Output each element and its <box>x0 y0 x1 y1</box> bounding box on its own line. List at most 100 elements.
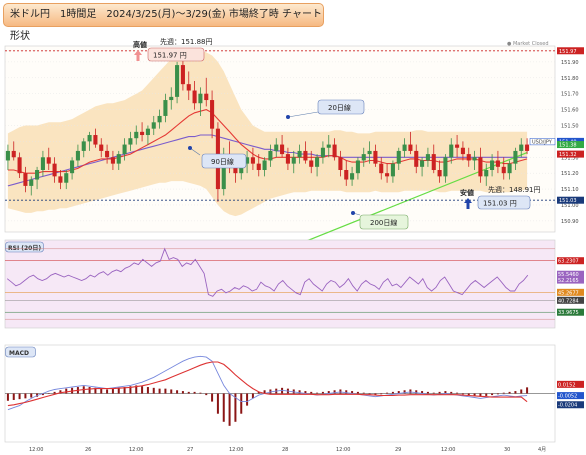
x-tick-label: 30 <box>504 447 510 453</box>
candle-body <box>431 154 436 170</box>
macd-histogram-bar <box>456 392 459 394</box>
candle-body <box>175 65 180 97</box>
candle-body <box>280 144 285 155</box>
macd-histogram-bar <box>298 390 301 394</box>
price-tag: 151.38 <box>559 143 577 149</box>
candle-body <box>210 100 215 129</box>
candle-body <box>367 150 372 155</box>
macd-histogram-bar <box>187 391 190 394</box>
candle-body <box>99 144 104 151</box>
candle-body <box>23 173 28 186</box>
ma20-dot <box>286 115 290 119</box>
rsi-tag: 52.2165 <box>558 278 579 284</box>
macd-histogram-bar <box>181 391 184 394</box>
rsi-tag-box <box>557 296 584 304</box>
candle-body <box>233 166 238 174</box>
up-arrow-icon <box>134 50 142 61</box>
candle-body <box>180 65 185 85</box>
macd-histogram-bar <box>403 390 406 394</box>
candle-body <box>315 157 320 167</box>
candle-body <box>163 100 168 116</box>
candle-body <box>122 144 127 155</box>
macd-histogram-bar <box>368 393 371 395</box>
macd-histogram-bar <box>362 392 365 394</box>
low-value: 151.03 円 <box>483 200 517 208</box>
candle-body <box>320 147 325 158</box>
candle-body <box>455 144 460 148</box>
candle-body <box>373 150 378 164</box>
candle-body <box>157 115 162 123</box>
time-axis: 12:00 26 12:00 27 12:00 28 12:00 29 12:00 30 4月 <box>29 447 546 453</box>
macd-tag-box <box>557 401 584 409</box>
ma90-line <box>7 134 528 187</box>
candle-body <box>385 173 390 177</box>
candle-body <box>484 170 489 177</box>
macd-histogram-bar <box>135 385 138 394</box>
ma200-label: 200日線 <box>370 218 397 227</box>
macd-histogram-bar <box>176 390 179 394</box>
ma20-box <box>317 99 365 115</box>
candle-body <box>52 163 57 177</box>
macd-histogram-bar <box>24 393 27 399</box>
candle-body <box>437 170 442 177</box>
candle-body <box>186 84 191 91</box>
candle-body <box>29 179 34 186</box>
macd-histogram-bar <box>158 388 161 394</box>
candle-body <box>268 150 273 161</box>
macd-histogram-bar <box>444 391 447 394</box>
macd-histogram-bar <box>129 386 132 394</box>
macd-histogram-bar <box>380 393 383 395</box>
macd-histogram-bar <box>520 389 523 394</box>
macd-histogram-bar <box>502 392 505 394</box>
x-tick-label: 28 <box>282 447 288 453</box>
candle-body <box>495 160 500 167</box>
y-tick-label: 151.20 <box>561 171 579 177</box>
macd-histogram-bar <box>426 391 429 394</box>
macd-tag: 0.0152 <box>558 382 576 388</box>
rsi-tag: 55.5460 <box>558 272 579 278</box>
macd-histogram-bar <box>351 391 354 394</box>
rsi-tag-box <box>557 288 584 296</box>
macd-histogram-bar <box>316 392 319 394</box>
macd-histogram-bar <box>199 392 202 394</box>
price-tag-box <box>557 150 584 158</box>
candle-body <box>513 150 518 164</box>
price-axis: 150.90151.00151.10151.20151.30151.40151.… <box>529 47 584 225</box>
macd-histogram-bar <box>491 393 494 396</box>
x-tick-label: 12:00 <box>29 447 43 453</box>
candle-body <box>361 154 366 161</box>
market-closed-status: ● Market Closed <box>507 41 549 47</box>
candle-body <box>198 93 203 104</box>
macd-histogram-bar <box>88 387 91 394</box>
signal-line <box>7 361 528 407</box>
candle-body <box>35 170 40 180</box>
candle-body <box>221 154 226 190</box>
macd-histogram-bar <box>327 391 330 394</box>
macd-histogram-bar <box>6 393 9 401</box>
candle-body <box>379 163 384 174</box>
macd-histogram-bar <box>450 391 453 394</box>
candle-body <box>134 131 139 139</box>
candle-body <box>303 150 308 161</box>
ma20-pointer <box>287 111 319 118</box>
macd-histogram-bar <box>141 386 144 394</box>
x-tick-label: 12:00 <box>336 447 350 453</box>
chart-title: 米ドル円 1時間足 2024/3/25(月)～3/29(金) 市場終了時 チャー… <box>3 3 324 42</box>
candle-body <box>140 131 145 136</box>
macd-histogram-bar <box>216 393 219 414</box>
macd-histogram-bar <box>356 391 359 394</box>
candle-body <box>525 144 530 151</box>
macd-label-box <box>5 346 36 358</box>
high-value-box <box>147 47 205 62</box>
candle-body <box>519 144 524 151</box>
candle-body <box>145 128 150 136</box>
macd-histogram-bar <box>473 393 476 396</box>
y-tick-label: 150.90 <box>561 219 579 225</box>
candle-body <box>11 150 16 158</box>
macd-histogram-bar <box>251 393 254 399</box>
candle-body <box>64 173 69 183</box>
ma90-dot <box>188 146 192 150</box>
y-tick-label: 151.90 <box>561 60 579 66</box>
candle-body <box>414 150 419 167</box>
candle-body <box>338 157 343 170</box>
